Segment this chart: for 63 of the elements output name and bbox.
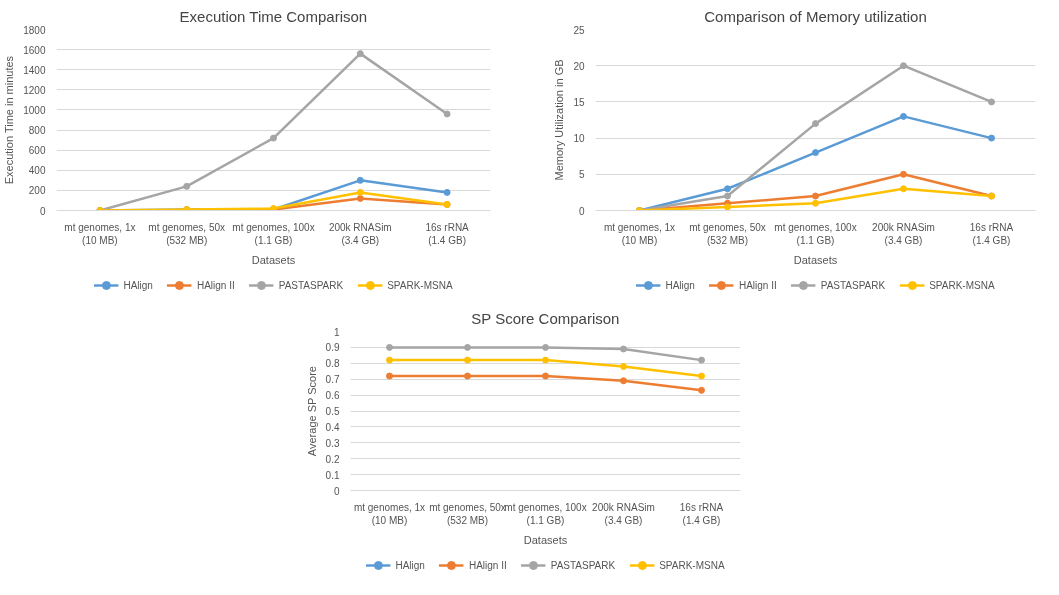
x-tick-label: mt genomes, 1x (10 MB)	[353, 501, 426, 526]
y-tick-label: 1800	[23, 24, 46, 36]
legend-label: HAlign II	[738, 279, 777, 291]
y-tick-label: 0.5	[325, 406, 340, 417]
x-tick-label: mt genomes, 50x (532 MB)	[689, 221, 766, 246]
y-tick-label: 0.7	[325, 374, 340, 386]
chart-title: Execution Time Comparison	[179, 7, 368, 25]
x-tick-label: mt genomes, 100x (1.1 GB)	[232, 221, 315, 246]
y-tick-label: 1000	[23, 104, 46, 116]
y-tick-label: 0.9	[325, 342, 340, 354]
x-tick-label: 200k RNASim (3.4 GB)	[328, 221, 392, 246]
legend-label: SPARK-MSNA	[929, 279, 995, 291]
y-tick-label: 800	[28, 125, 46, 137]
y-tick-label: 0	[333, 485, 340, 497]
y-axis-title: Execution Time in minutes	[3, 55, 16, 185]
chart-title: SP Score Comparison	[471, 309, 620, 327]
y-tick-label: 10	[573, 133, 585, 145]
y-tick-label: 0.6	[325, 390, 340, 402]
y-tick-label: 200	[28, 185, 46, 197]
x-tick-label: mt genomes, 100x (1.1 GB)	[774, 221, 857, 246]
legend-label: PASTASPARK	[278, 279, 344, 291]
y-tick-label: 1600	[23, 44, 46, 56]
y-tick-label: 0.2	[325, 453, 340, 465]
y-tick-label: 1	[333, 326, 340, 338]
x-tick-label: mt genomes, 1x (10 MB)	[603, 221, 676, 246]
x-tick-label: 16s rRNA (1.4 GB)	[679, 501, 724, 526]
y-tick-label: 400	[28, 165, 46, 177]
y-tick-label: 1200	[23, 84, 46, 96]
legend-label: SPARK-MSNA	[387, 279, 453, 291]
y-tick-label: 1400	[23, 64, 46, 76]
legend-label: PASTASPARK	[820, 279, 886, 291]
y-tick-label: 5	[578, 169, 585, 181]
y-axis-title: Average SP Score	[305, 366, 318, 457]
x-tick-label: 200k RNASim (3.4 GB)	[592, 501, 655, 526]
y-tick-label: 0.1	[325, 469, 340, 481]
legend-label: HAlign	[665, 279, 695, 291]
legend-label: SPARK-MSNA	[659, 559, 725, 571]
legend-label: HAlign II	[196, 279, 235, 291]
y-tick-label: 0.3	[325, 437, 340, 449]
x-tick-label: mt genomes, 50x (532 MB)	[148, 221, 226, 246]
chart-title: Comparison of Memory utilization	[704, 7, 927, 25]
legend-label: HAlign II	[468, 559, 507, 571]
y-tick-label: 20	[573, 60, 585, 72]
legend-label: HAlign	[395, 559, 425, 571]
y-tick-label: 25	[573, 24, 585, 36]
y-tick-label: 0.8	[325, 358, 340, 370]
y-axis-title: Memory Utilization in GB	[553, 59, 566, 181]
legend-label: HAlign	[123, 279, 153, 291]
x-tick-label: 16s rRNA (1.4 GB)	[969, 221, 1014, 246]
x-axis-title: Datasets	[523, 533, 568, 546]
y-tick-label: 15	[573, 96, 585, 108]
x-axis-title: Datasets	[251, 253, 296, 266]
x-axis-title: Datasets	[793, 253, 838, 266]
x-tick-label: mt genomes, 50x (532 MB)	[429, 501, 506, 526]
y-tick-label: 0.4	[325, 421, 340, 433]
x-tick-label: mt genomes, 100x (1.1 GB)	[504, 501, 587, 526]
y-tick-label: 0	[39, 205, 46, 217]
x-tick-label: mt genomes, 1x (10 MB)	[64, 221, 136, 246]
y-tick-label: 600	[28, 145, 46, 157]
x-tick-label: 200k RNASim (3.4 GB)	[872, 221, 935, 246]
legend-label: PASTASPARK	[550, 559, 616, 571]
x-tick-label: 16s rRNA (1.4 GB)	[425, 221, 470, 246]
y-tick-label: 0	[578, 205, 585, 217]
